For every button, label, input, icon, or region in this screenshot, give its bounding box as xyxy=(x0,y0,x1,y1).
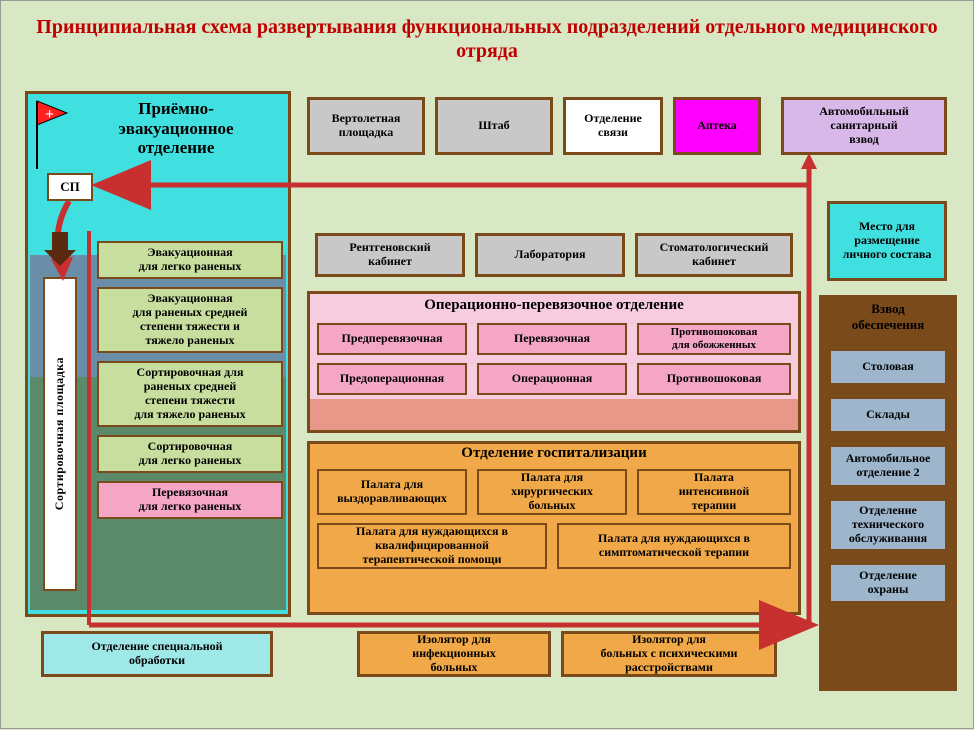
sort-area-label: Сортировочная площадка xyxy=(53,357,67,510)
pharmacy: Аптека xyxy=(673,97,761,155)
iso-inf: Изолятор дляинфекционныхбольных xyxy=(357,631,551,677)
lab: Лаборатория xyxy=(475,233,625,277)
op-title: Операционно-перевязочное отделение xyxy=(321,297,787,314)
ward-surg: Палата дляхирургическихбольных xyxy=(477,469,627,515)
predress: Предперевязочная xyxy=(317,323,467,355)
sp-box: СП xyxy=(47,173,93,201)
auto-san: Автомобильныйсанитарныйвзвод xyxy=(781,97,947,155)
personnel: Место дляразмещениеличного состава xyxy=(827,201,947,281)
supply-title: Взводобеспечения xyxy=(823,301,953,333)
iso-psych: Изолятор длябольных с психическимирасстр… xyxy=(561,631,777,677)
sort-med: Сортировочная дляраненых среднейстепени … xyxy=(97,361,283,427)
canteen: Столовая xyxy=(829,349,947,385)
dress: Перевязочная xyxy=(477,323,627,355)
auto2: Автомобильноеотделение 2 xyxy=(829,445,947,487)
dress-light: Перевязочнаядля легко раненых xyxy=(97,481,283,519)
dental: Стоматологическийкабинет xyxy=(635,233,793,277)
antishock: Противошоковая xyxy=(637,363,791,395)
evac-med: Эвакуационнаядля раненых среднейстепени … xyxy=(97,287,283,353)
sort-area: Сортировочная площадка xyxy=(43,277,77,591)
tech: Отделениетехническогообслуживания xyxy=(829,499,947,551)
hq: Штаб xyxy=(435,97,553,155)
ward-therap: Палата для нуждающихся вквалифицированно… xyxy=(317,523,547,569)
special-proc: Отделение специальнойобработки xyxy=(41,631,273,677)
comm: Отделениесвязи xyxy=(563,97,663,155)
ward-recover: Палата длявыздоравливающих xyxy=(317,469,467,515)
preop: Предоперационная xyxy=(317,363,467,395)
diagram-title: Принципиальная схема развертывания функц… xyxy=(1,1,973,69)
antishock-burn: Противошоковаядля обожженных xyxy=(637,323,791,355)
helipad: Вертолетнаяплощадка xyxy=(307,97,425,155)
op-salmon-band xyxy=(310,399,798,430)
reception-title: Приёмно-эвакуационноеотделение xyxy=(71,99,281,158)
sort-light: Сортировочнаядля легко раненых xyxy=(97,435,283,473)
ward-icu: Палатаинтенсивнойтерапии xyxy=(637,469,791,515)
xray: Рентгеновскийкабинет xyxy=(315,233,465,277)
op: Операционная xyxy=(477,363,627,395)
evac-light: Эвакуационнаядля легко раненых xyxy=(97,241,283,279)
ward-sympt: Палата для нуждающихся всимптоматической… xyxy=(557,523,791,569)
stores: Склады xyxy=(829,397,947,433)
hosp-title: Отделение госпитализации xyxy=(321,445,787,462)
guard: Отделениеохраны xyxy=(829,563,947,603)
